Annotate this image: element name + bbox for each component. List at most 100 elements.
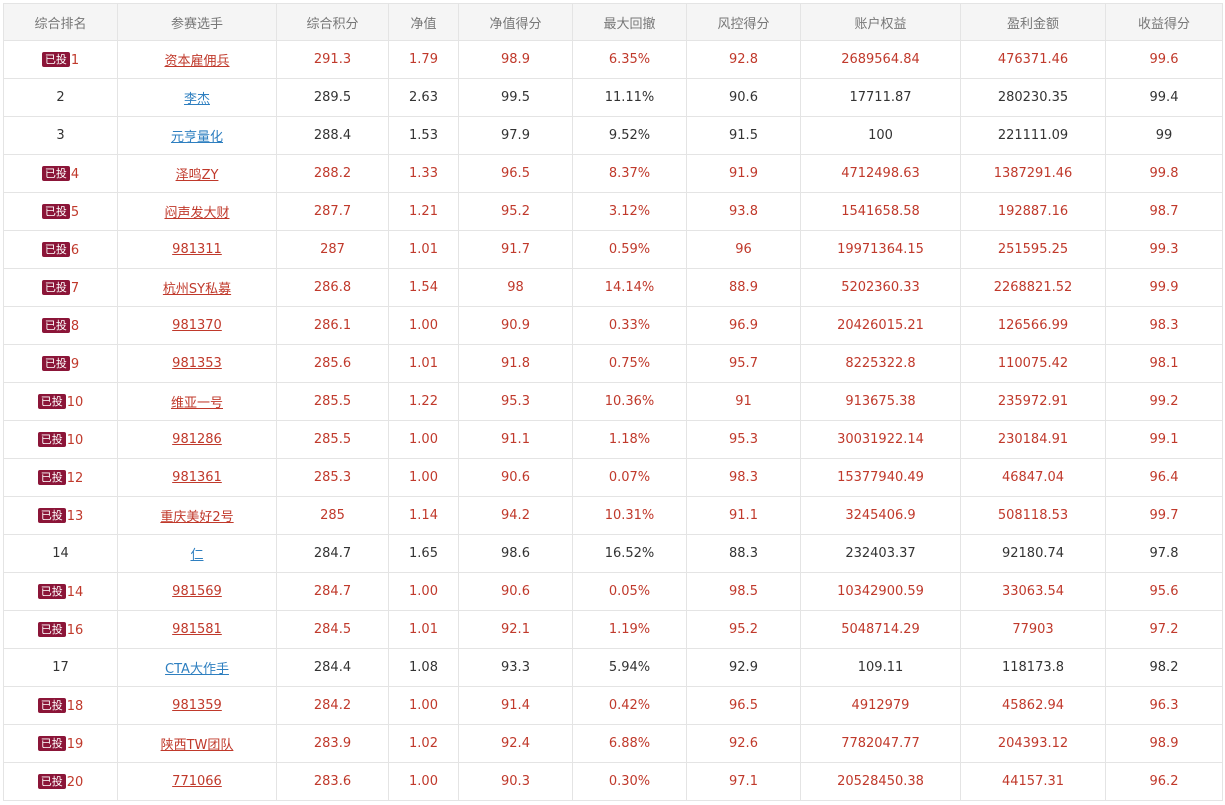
rank-value: 18 [66, 698, 84, 714]
profit-cell: 508118.53 [960, 496, 1106, 535]
player-link[interactable]: 981359 [172, 698, 222, 713]
nav-score-cell: 96.5 [458, 154, 573, 193]
player-link[interactable]: 981370 [172, 318, 222, 333]
rank-cell: 已投 9 [3, 344, 118, 383]
player-link[interactable]: 闷声发大财 [164, 206, 230, 221]
player-link[interactable]: 泽鸣ZY [175, 168, 219, 183]
risk-score-cell: 98.5 [686, 572, 801, 611]
table-row: 14 仁 284.7 1.65 98.6 16.52% 88.3 232403.37 92180… [3, 534, 1223, 573]
player-link[interactable]: 元亨量化 [170, 130, 223, 145]
return-score-cell: 98.3 [1105, 306, 1223, 345]
invested-badge: 已投 [37, 773, 66, 789]
player-link[interactable]: 李杰 [183, 92, 210, 107]
rank-cell: 已投 16 [3, 610, 118, 649]
player-link[interactable]: 981569 [172, 584, 222, 599]
invested-badge: 已投 [37, 469, 66, 485]
table-row: 已投 7 杭州SY私募 286.8 1.54 98 14.14% 88.9 5202360.33… [3, 268, 1223, 307]
nav-cell: 1.08 [388, 648, 459, 687]
player-link[interactable]: 981581 [172, 622, 222, 637]
risk-score-cell: 96.9 [686, 306, 801, 345]
invested-badge: 已投 [41, 241, 70, 257]
table-row: 已投 9 981353 285.6 1.01 91.8 0.75% 95.7 8225322.8… [3, 344, 1223, 383]
header-risk-score[interactable]: 风控得分 [686, 3, 801, 41]
player-link[interactable]: 771066 [172, 774, 222, 789]
player-link[interactable]: 维亚一号 [170, 396, 223, 411]
player-cell: 981361 [117, 458, 277, 497]
max-drawdown-cell: 0.30% [572, 762, 687, 801]
rank-value: 13 [66, 508, 84, 524]
equity-cell: 4912979 [800, 686, 961, 725]
table-row: 已投 10 维亚一号 285.5 1.22 95.3 10.36% 91 913675.38 23… [3, 382, 1223, 421]
header-score[interactable]: 综合积分 [276, 3, 389, 41]
rank-value: 14 [66, 584, 84, 600]
score-cell: 284.4 [276, 648, 389, 687]
header-equity[interactable]: 账户权益 [800, 3, 961, 41]
risk-score-cell: 91 [686, 382, 801, 421]
table-row: 已投 8 981370 286.1 1.00 90.9 0.33% 96.9 20426015.… [3, 306, 1223, 345]
player-cell: 陕西TW团队 [117, 724, 277, 763]
max-drawdown-cell: 1.18% [572, 420, 687, 459]
max-drawdown-cell: 0.33% [572, 306, 687, 345]
player-link[interactable]: 981286 [172, 432, 222, 447]
nav-score-cell: 93.3 [458, 648, 573, 687]
nav-cell: 1.14 [388, 496, 459, 535]
player-link[interactable]: 杭州SY私募 [162, 282, 232, 297]
score-cell: 283.6 [276, 762, 389, 801]
header-return-score[interactable]: 收益得分 [1105, 3, 1223, 41]
table-row: 已投 1 资本雇佣兵 291.3 1.79 98.9 6.35% 92.8 2689564.84… [3, 40, 1223, 79]
header-max-drawdown[interactable]: 最大回撤 [572, 3, 687, 41]
rank-cell: 已投 6 [3, 230, 118, 269]
rank-value: 2 [56, 90, 65, 105]
table-row: 已投 13 重庆美好2号 285 1.14 94.2 10.31% 91.1 3245406.9… [3, 496, 1223, 535]
table-row: 已投 14 981569 284.7 1.00 90.6 0.05% 98.5 10342900… [3, 572, 1223, 611]
nav-score-cell: 90.6 [458, 458, 573, 497]
profit-cell: 110075.42 [960, 344, 1106, 383]
player-cell: 泽鸣ZY [117, 154, 277, 193]
return-score-cell: 97.8 [1105, 534, 1223, 573]
equity-cell: 20426015.21 [800, 306, 961, 345]
player-link[interactable]: CTA大作手 [165, 662, 229, 677]
return-score-cell: 99.6 [1105, 40, 1223, 79]
profit-cell: 77903 [960, 610, 1106, 649]
score-cell: 286.1 [276, 306, 389, 345]
nav-score-cell: 98.9 [458, 40, 573, 79]
equity-cell: 4712498.63 [800, 154, 961, 193]
rank-cell: 已投 8 [3, 306, 118, 345]
nav-score-cell: 94.2 [458, 496, 573, 535]
player-link[interactable]: 981311 [172, 242, 222, 257]
player-link[interactable]: 陕西TW团队 [160, 738, 234, 753]
player-link[interactable]: 981361 [172, 470, 222, 485]
rank-cell: 已投 19 [3, 724, 118, 763]
score-cell: 285.5 [276, 420, 389, 459]
return-score-cell: 99 [1105, 116, 1223, 155]
equity-cell: 30031922.14 [800, 420, 961, 459]
header-nav-score[interactable]: 净值得分 [458, 3, 573, 41]
return-score-cell: 99.1 [1105, 420, 1223, 459]
header-rank[interactable]: 综合排名 [3, 3, 118, 41]
rank-cell: 已投 14 [3, 572, 118, 611]
header-player[interactable]: 参赛选手 [117, 3, 277, 41]
header-profit[interactable]: 盈利金额 [960, 3, 1106, 41]
rank-value: 10 [66, 394, 84, 410]
table-row: 已投 6 981311 287 1.01 91.7 0.59% 96 19971364.15 25… [3, 230, 1223, 269]
player-link[interactable]: 仁 [190, 548, 204, 563]
rank-value: 14 [52, 546, 69, 561]
profit-cell: 230184.91 [960, 420, 1106, 459]
player-link[interactable]: 重庆美好2号 [160, 510, 234, 525]
player-cell: 资本雇佣兵 [117, 40, 277, 79]
max-drawdown-cell: 0.05% [572, 572, 687, 611]
player-cell: 杭州SY私募 [117, 268, 277, 307]
invested-badge: 已投 [41, 165, 70, 181]
profit-cell: 2268821.52 [960, 268, 1106, 307]
return-score-cell: 98.2 [1105, 648, 1223, 687]
rank-cell: 已投 13 [3, 496, 118, 535]
ranking-table: 综合排名 参赛选手 综合积分 净值 净值得分 最大回撤 风控得分 账户权益 盈利… [3, 3, 1223, 801]
player-link[interactable]: 资本雇佣兵 [164, 54, 230, 69]
max-drawdown-cell: 0.42% [572, 686, 687, 725]
nav-score-cell: 91.7 [458, 230, 573, 269]
profit-cell: 280230.35 [960, 78, 1106, 117]
profit-cell: 126566.99 [960, 306, 1106, 345]
player-cell: 闷声发大财 [117, 192, 277, 231]
header-nav[interactable]: 净值 [388, 3, 459, 41]
player-link[interactable]: 981353 [172, 356, 222, 371]
